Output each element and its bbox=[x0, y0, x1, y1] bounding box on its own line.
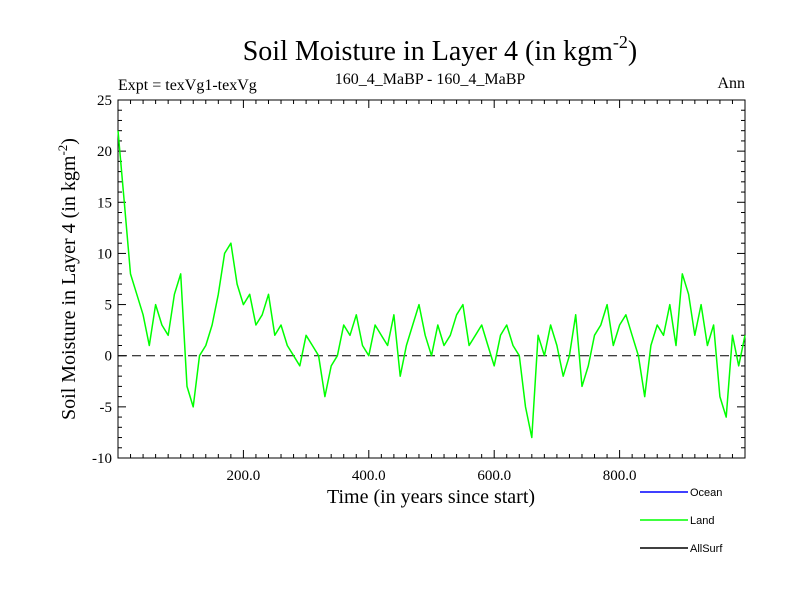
y-tick-label: 25 bbox=[97, 93, 112, 109]
y-axis-title: Soil Moisture in Layer 4 (in kgm-2) bbox=[55, 138, 80, 420]
y-tick-label: 20 bbox=[97, 144, 112, 160]
legend-label-land: Land bbox=[690, 515, 714, 527]
series-group bbox=[117, 130, 746, 439]
subtitle-center: 160_4_MaBP - 160_4_MaBP bbox=[335, 71, 526, 88]
y-axis: -10 -5 0 5 10 15 20 25 bbox=[92, 93, 745, 467]
x-tick-label: 400.0 bbox=[352, 468, 386, 484]
legend-label-allsurf: AllSurf bbox=[690, 543, 723, 555]
legend: Ocean Land AllSurf bbox=[640, 487, 723, 555]
subtitle-right: Ann bbox=[717, 75, 745, 92]
x-tick-label: 800.0 bbox=[603, 468, 637, 484]
series-line-land bbox=[117, 130, 746, 439]
x-axis-title: Time (in years since start) bbox=[327, 486, 535, 508]
y-tick-label: 15 bbox=[97, 195, 112, 211]
x-tick-label: 200.0 bbox=[227, 468, 261, 484]
chart-title: Soil Moisture in Layer 4 (in kgm-2) bbox=[243, 32, 638, 67]
y-tick-label: 10 bbox=[97, 246, 112, 262]
y-tick-label: -5 bbox=[100, 400, 113, 416]
y-tick-label: 5 bbox=[105, 298, 113, 314]
y-tick-label: 0 bbox=[105, 349, 113, 365]
legend-label-ocean: Ocean bbox=[690, 487, 722, 499]
subtitle-left: Expt = texVg1-texVg bbox=[118, 77, 257, 94]
y-tick-label: -10 bbox=[92, 451, 112, 467]
x-axis: 200.0 400.0 600.0 800.0 bbox=[130, 100, 733, 484]
x-tick-label: 600.0 bbox=[477, 468, 511, 484]
plot-frame bbox=[117, 99, 746, 459]
